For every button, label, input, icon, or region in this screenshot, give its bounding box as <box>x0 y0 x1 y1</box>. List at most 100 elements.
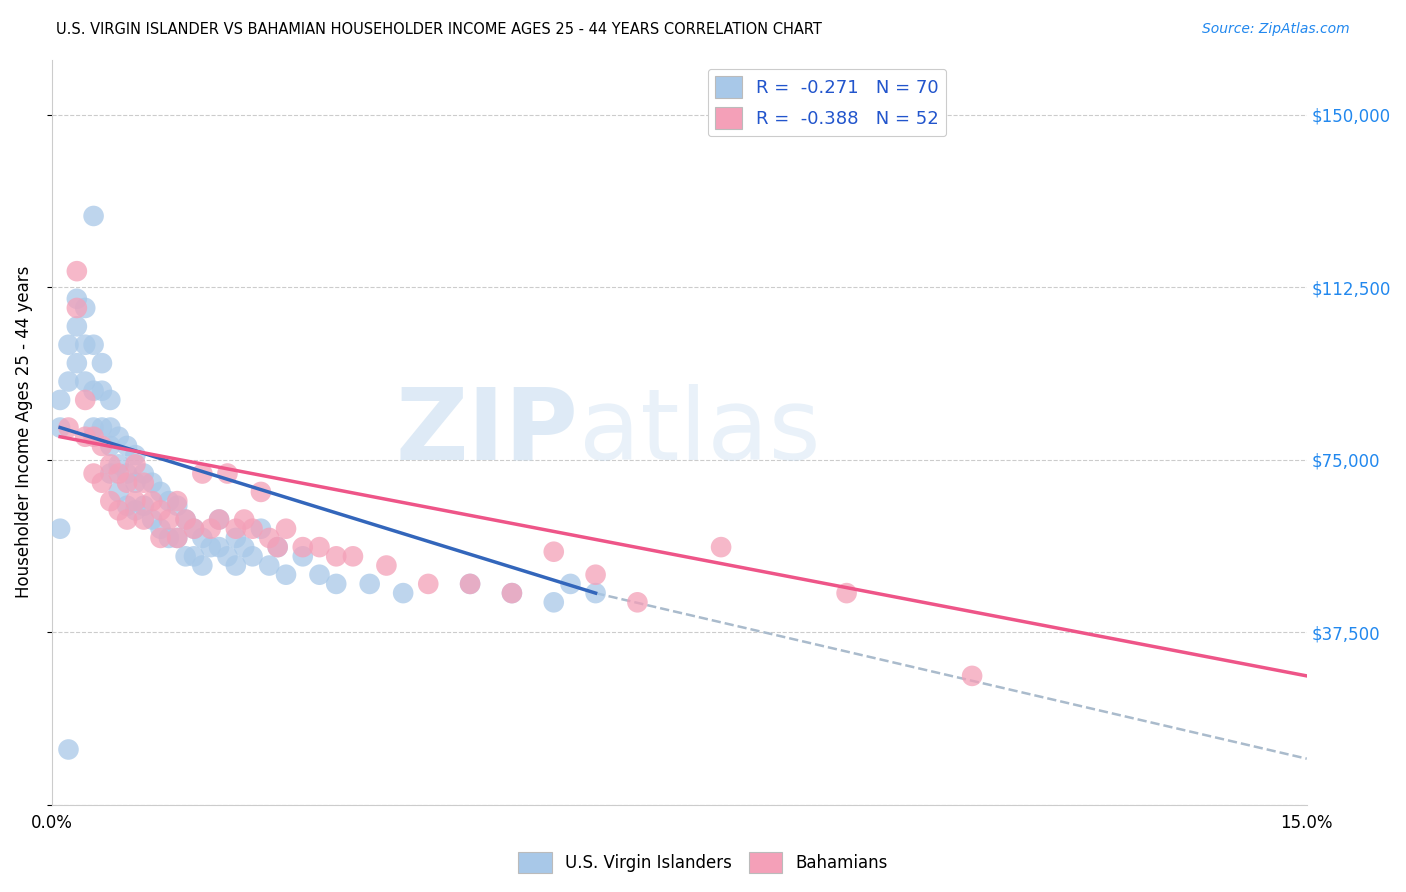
Point <box>308 567 330 582</box>
Point <box>710 540 733 554</box>
Point <box>115 499 138 513</box>
Point <box>375 558 398 573</box>
Point <box>83 430 105 444</box>
Point <box>132 475 155 490</box>
Point <box>325 577 347 591</box>
Point <box>141 512 163 526</box>
Point <box>124 448 146 462</box>
Point <box>835 586 858 600</box>
Point <box>107 467 129 481</box>
Point <box>626 595 648 609</box>
Point <box>225 558 247 573</box>
Point <box>149 503 172 517</box>
Point <box>157 512 180 526</box>
Point <box>149 484 172 499</box>
Point <box>83 420 105 434</box>
Point <box>291 540 314 554</box>
Point <box>960 669 983 683</box>
Point <box>458 577 481 591</box>
Point <box>115 439 138 453</box>
Point <box>107 484 129 499</box>
Point <box>191 531 214 545</box>
Point <box>501 586 523 600</box>
Point <box>115 512 138 526</box>
Point <box>98 439 121 453</box>
Point <box>166 531 188 545</box>
Point <box>458 577 481 591</box>
Point <box>107 503 129 517</box>
Point <box>49 522 72 536</box>
Point <box>58 742 80 756</box>
Point <box>83 467 105 481</box>
Point <box>115 475 138 490</box>
Point <box>75 430 97 444</box>
Point <box>266 540 288 554</box>
Point <box>259 531 281 545</box>
Point <box>259 558 281 573</box>
Point <box>149 522 172 536</box>
Point <box>91 475 114 490</box>
Point <box>91 356 114 370</box>
Point <box>49 420 72 434</box>
Point <box>66 319 89 334</box>
Point <box>58 375 80 389</box>
Point <box>124 503 146 517</box>
Point <box>83 209 105 223</box>
Point <box>250 484 273 499</box>
Point <box>157 531 180 545</box>
Point <box>560 577 582 591</box>
Point <box>200 522 222 536</box>
Point <box>91 439 114 453</box>
Point <box>124 475 146 490</box>
Point <box>266 540 288 554</box>
Point <box>149 531 172 545</box>
Point <box>208 512 231 526</box>
Point <box>392 586 415 600</box>
Text: Source: ZipAtlas.com: Source: ZipAtlas.com <box>1202 22 1350 37</box>
Point <box>132 512 155 526</box>
Point <box>543 595 565 609</box>
Point <box>291 549 314 564</box>
Point <box>98 392 121 407</box>
Point <box>141 475 163 490</box>
Point <box>233 512 256 526</box>
Point <box>115 467 138 481</box>
Point <box>75 375 97 389</box>
Legend: R =  -0.271   N = 70, R =  -0.388   N = 52: R = -0.271 N = 70, R = -0.388 N = 52 <box>707 69 946 136</box>
Point <box>83 384 105 398</box>
Point <box>98 467 121 481</box>
Point <box>217 549 239 564</box>
Point <box>200 540 222 554</box>
Point <box>274 567 297 582</box>
Point <box>174 549 197 564</box>
Point <box>49 392 72 407</box>
Point <box>208 540 231 554</box>
Point <box>183 549 205 564</box>
Legend: U.S. Virgin Islanders, Bahamians: U.S. Virgin Islanders, Bahamians <box>512 846 894 880</box>
Point <box>107 458 129 472</box>
Point <box>174 512 197 526</box>
Point <box>91 420 114 434</box>
Point <box>585 567 607 582</box>
Point <box>308 540 330 554</box>
Point <box>98 494 121 508</box>
Point <box>66 301 89 315</box>
Point <box>585 586 607 600</box>
Point <box>107 430 129 444</box>
Point <box>58 337 80 351</box>
Point <box>98 420 121 434</box>
Point <box>359 577 381 591</box>
Point <box>166 499 188 513</box>
Point <box>66 356 89 370</box>
Point <box>225 522 247 536</box>
Point <box>325 549 347 564</box>
Point <box>75 392 97 407</box>
Point <box>217 467 239 481</box>
Point <box>132 467 155 481</box>
Point <box>225 531 247 545</box>
Point <box>418 577 440 591</box>
Point <box>183 522 205 536</box>
Point <box>141 494 163 508</box>
Point <box>242 549 264 564</box>
Point <box>191 558 214 573</box>
